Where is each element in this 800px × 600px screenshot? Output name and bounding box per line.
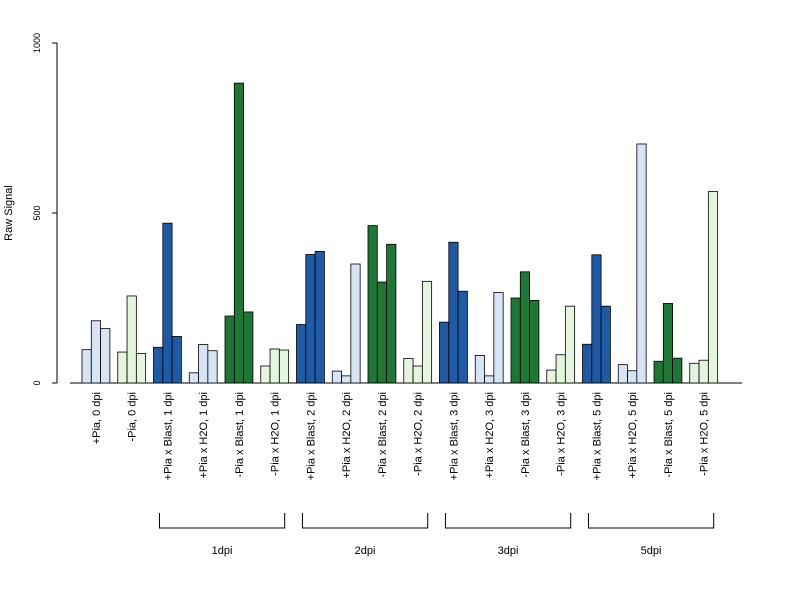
bar xyxy=(662,303,673,384)
bar xyxy=(198,344,209,384)
bar xyxy=(305,254,316,384)
bar xyxy=(457,290,468,384)
bar xyxy=(672,357,683,384)
bars-layer xyxy=(81,82,719,384)
x-tick-label: -Pia x Blast, 1 dpi xyxy=(234,392,246,478)
bar xyxy=(689,362,700,384)
x-tick-label: -Pia x Blast, 5 dpi xyxy=(663,392,675,478)
bar xyxy=(341,375,352,384)
group-bracket xyxy=(301,513,429,529)
bar xyxy=(243,311,254,384)
bar xyxy=(224,315,235,384)
bar xyxy=(510,297,521,384)
bar xyxy=(627,370,638,384)
x-tick-label: -Pia x H2O, 5 dpi xyxy=(699,392,711,476)
bar xyxy=(474,355,485,384)
bar xyxy=(126,295,137,384)
bar xyxy=(439,321,450,384)
bar xyxy=(519,271,530,384)
bar xyxy=(493,292,504,384)
bar xyxy=(100,328,111,384)
y-axis: 0 500 1000 xyxy=(32,33,58,386)
bar xyxy=(350,263,361,384)
x-tick-label: +Pia x H2O, 2 dpi xyxy=(341,392,353,479)
bar xyxy=(617,364,628,384)
x-tick-labels: +Pia, 0 dpi -Pia, 0 dpi +Pia x Blast, 1 dp… xyxy=(91,392,711,480)
x-tick-label: +Pia x H2O, 5 dpi xyxy=(627,392,639,479)
bar xyxy=(81,349,92,384)
bar xyxy=(600,305,611,384)
bar xyxy=(260,365,271,384)
y-tick-label: 1000 xyxy=(32,33,42,53)
bar xyxy=(162,222,173,384)
bar xyxy=(448,241,459,384)
group-label: 2dpi xyxy=(355,545,376,557)
x-tick-label: -Pia x H2O, 2 dpi xyxy=(413,392,425,476)
group-bracket xyxy=(587,513,715,529)
x-tick-label: -Pia x H2O, 3 dpi xyxy=(556,392,568,476)
bar xyxy=(564,305,576,384)
group-label: 1dpi xyxy=(212,545,233,557)
x-tick-label: +Pia x H2O, 1 dpi xyxy=(198,392,210,479)
x-tick-label: +Pia x Blast, 1 dpi xyxy=(162,392,174,480)
group-bracket xyxy=(444,513,572,529)
bar xyxy=(376,281,387,384)
bar xyxy=(367,225,378,384)
bar xyxy=(233,82,245,384)
bar xyxy=(314,251,325,384)
bar xyxy=(207,350,218,384)
bar xyxy=(546,369,557,384)
bar xyxy=(555,354,566,384)
bar xyxy=(698,359,709,384)
bar xyxy=(403,358,414,384)
bar xyxy=(269,348,280,384)
bar xyxy=(278,349,290,384)
y-tick-label: 0 xyxy=(32,380,42,385)
bar xyxy=(484,375,495,384)
y-tick-label: 500 xyxy=(32,205,42,220)
bar xyxy=(582,343,593,384)
bar xyxy=(153,346,164,384)
bar xyxy=(331,370,342,384)
bar xyxy=(653,360,664,384)
bar xyxy=(529,299,540,384)
bar xyxy=(171,336,182,384)
bar xyxy=(412,365,423,384)
bar xyxy=(117,351,128,384)
x-tick-label: +Pia, 0 dpi xyxy=(91,392,103,444)
group-label: 3dpi xyxy=(498,545,519,557)
x-tick-label: +Pia x Blast, 2 dpi xyxy=(305,392,317,480)
x-tick-label: +Pia x H2O, 3 dpi xyxy=(484,392,496,479)
bar xyxy=(421,280,433,384)
x-tick-label: -Pia, 0 dpi xyxy=(127,392,139,442)
x-tick-label: +Pia x Blast, 3 dpi xyxy=(448,392,460,480)
x-tick-label: -Pia x Blast, 2 dpi xyxy=(377,392,389,478)
group-bracket xyxy=(158,513,286,529)
bar xyxy=(636,143,647,384)
bar xyxy=(386,243,397,384)
bar xyxy=(296,324,307,384)
group-label: 5dpi xyxy=(641,545,662,557)
bar xyxy=(707,191,719,384)
bar xyxy=(90,320,102,384)
x-tick-label: -Pia x H2O, 1 dpi xyxy=(270,392,282,476)
bar xyxy=(188,372,199,384)
group-brackets: 1dpi 2dpi 3dpi 5dpi xyxy=(158,513,715,557)
y-axis-label: Raw Signal xyxy=(3,185,15,241)
bar xyxy=(591,254,602,384)
x-tick-label: +Pia x Blast, 5 dpi xyxy=(591,392,603,480)
x-tick-label: -Pia x Blast, 3 dpi xyxy=(520,392,532,478)
bar xyxy=(135,353,147,384)
